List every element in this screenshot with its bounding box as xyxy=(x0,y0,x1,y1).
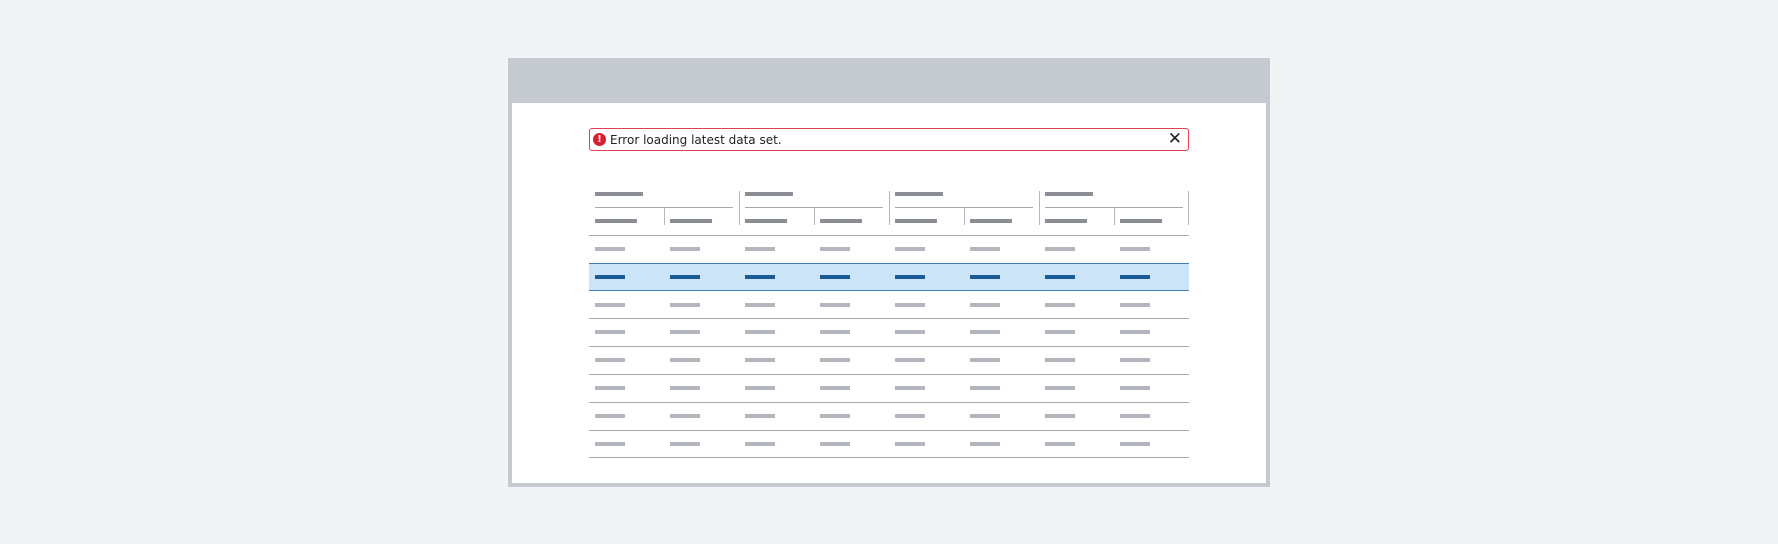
cell-placeholder xyxy=(970,358,1000,362)
cell-placeholder xyxy=(895,330,925,334)
cell-placeholder xyxy=(1120,358,1150,362)
cell-placeholder xyxy=(595,275,625,279)
cell-placeholder xyxy=(1120,275,1150,279)
cell-placeholder xyxy=(670,275,700,279)
cell-placeholder xyxy=(970,330,1000,334)
group-header-placeholder[interactable] xyxy=(595,192,643,196)
error-exclamation-icon: ! xyxy=(593,133,606,146)
cell-placeholder xyxy=(895,303,925,307)
cell-placeholder xyxy=(1120,414,1150,418)
cell-placeholder xyxy=(595,386,625,390)
cell-placeholder xyxy=(820,414,850,418)
cell-placeholder xyxy=(670,386,700,390)
cell-placeholder xyxy=(595,330,625,334)
cell-placeholder xyxy=(970,414,1000,418)
column-header-placeholder[interactable] xyxy=(670,219,712,223)
cell-placeholder xyxy=(820,442,850,446)
cell-placeholder xyxy=(895,442,925,446)
cell-placeholder xyxy=(970,442,1000,446)
column-header-placeholder[interactable] xyxy=(1045,219,1087,223)
cell-placeholder xyxy=(595,247,625,251)
column-header-placeholder[interactable] xyxy=(895,219,937,223)
cell-placeholder xyxy=(1045,358,1075,362)
column-header-placeholder[interactable] xyxy=(595,219,637,223)
cell-placeholder xyxy=(1120,442,1150,446)
cell-placeholder xyxy=(670,414,700,418)
cell-placeholder xyxy=(1045,275,1075,279)
cell-placeholder xyxy=(1045,386,1075,390)
table-right-edge xyxy=(1188,191,1189,225)
column-separator xyxy=(1114,207,1115,225)
group-header-placeholder[interactable] xyxy=(895,192,943,196)
cell-placeholder xyxy=(970,275,1000,279)
cell-placeholder xyxy=(670,330,700,334)
cell-placeholder xyxy=(820,358,850,362)
cell-placeholder xyxy=(820,386,850,390)
window-content xyxy=(512,103,1266,483)
cell-placeholder xyxy=(745,386,775,390)
column-separator xyxy=(664,207,665,225)
alert-message: Error loading latest data set. xyxy=(610,132,782,147)
group-header-placeholder[interactable] xyxy=(745,192,793,196)
cell-placeholder xyxy=(1045,247,1075,251)
cell-placeholder xyxy=(970,247,1000,251)
cell-placeholder xyxy=(895,358,925,362)
group-separator xyxy=(1039,191,1040,225)
cell-placeholder xyxy=(970,386,1000,390)
row-divider xyxy=(589,457,1189,458)
cell-placeholder xyxy=(1045,303,1075,307)
cell-placeholder xyxy=(1045,414,1075,418)
cell-placeholder xyxy=(745,414,775,418)
cell-placeholder xyxy=(745,303,775,307)
cell-placeholder xyxy=(820,275,850,279)
cell-placeholder xyxy=(895,386,925,390)
column-separator xyxy=(964,207,965,225)
cell-placeholder xyxy=(595,358,625,362)
column-header-placeholder[interactable] xyxy=(1120,219,1162,223)
cell-placeholder xyxy=(820,247,850,251)
cell-placeholder xyxy=(1120,247,1150,251)
group-header-placeholder[interactable] xyxy=(1045,192,1093,196)
header-bottom-line xyxy=(589,235,1189,236)
cell-placeholder xyxy=(745,358,775,362)
cell-placeholder xyxy=(745,275,775,279)
cell-placeholder xyxy=(595,442,625,446)
cell-placeholder xyxy=(595,303,625,307)
close-x-icon[interactable]: ✕ xyxy=(1167,129,1182,149)
row-divider xyxy=(589,374,1189,375)
cell-placeholder xyxy=(970,303,1000,307)
cell-placeholder xyxy=(1120,330,1150,334)
row-divider xyxy=(589,346,1189,347)
cell-placeholder xyxy=(1045,442,1075,446)
cell-placeholder xyxy=(895,275,925,279)
cell-placeholder xyxy=(895,414,925,418)
column-separator xyxy=(814,207,815,225)
cell-placeholder xyxy=(670,442,700,446)
cell-placeholder xyxy=(670,358,700,362)
row-divider xyxy=(589,318,1189,319)
cell-placeholder xyxy=(820,330,850,334)
cell-placeholder xyxy=(1120,303,1150,307)
group-separator xyxy=(889,191,890,225)
column-header-placeholder[interactable] xyxy=(745,219,787,223)
cell-placeholder xyxy=(745,442,775,446)
row-divider xyxy=(589,402,1189,403)
cell-placeholder xyxy=(1120,386,1150,390)
column-header-placeholder[interactable] xyxy=(970,219,1012,223)
error-alert: ! Error loading latest data set. ✕ xyxy=(589,128,1189,151)
cell-placeholder xyxy=(670,247,700,251)
row-divider xyxy=(589,430,1189,431)
cell-placeholder xyxy=(745,330,775,334)
cell-placeholder xyxy=(745,247,775,251)
cell-placeholder xyxy=(820,303,850,307)
cell-placeholder xyxy=(895,247,925,251)
column-header-placeholder[interactable] xyxy=(820,219,862,223)
group-separator xyxy=(739,191,740,225)
cell-placeholder xyxy=(1045,330,1075,334)
cell-placeholder xyxy=(670,303,700,307)
cell-placeholder xyxy=(595,414,625,418)
